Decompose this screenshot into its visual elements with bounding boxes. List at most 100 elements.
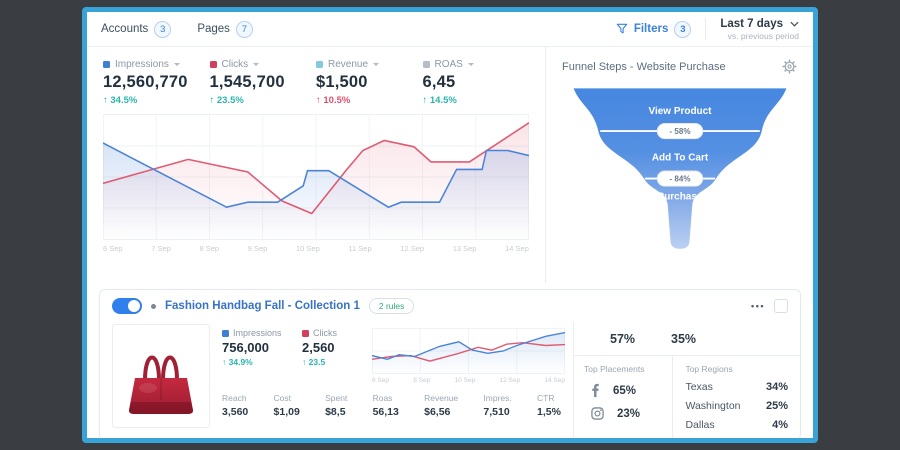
more-menu-icon[interactable]: •••: [751, 301, 765, 311]
trend-up-icon: ↑: [209, 95, 217, 106]
red-handbag-image: [128, 355, 194, 414]
top-header: Accounts 3 Pages 7 Filters 3 Last 7 days: [87, 12, 813, 47]
split-row: 57% 35%: [574, 322, 800, 356]
funnel-conversion-1: - 58%: [669, 127, 690, 136]
product-image: [112, 324, 210, 428]
x-tick: 9 Sep: [247, 244, 268, 253]
metrics-row: Impressions 12,560,770 ↑ 34.5% Clicks 1,…: [103, 59, 529, 106]
stat-impressions: Impres. 7,510: [483, 393, 511, 418]
stat-label: Impres.: [483, 393, 512, 403]
region-value: 4%: [772, 419, 788, 431]
filter-funnel-icon: [616, 23, 628, 34]
x-tick: 10 Sep: [296, 244, 320, 253]
caret-down-icon: [173, 63, 180, 66]
metric-value: 1,545,700: [209, 73, 285, 91]
stat-value: 3,560: [222, 406, 249, 418]
tab-accounts[interactable]: Accounts 3: [101, 20, 172, 38]
x-tick: 11 Sep: [348, 244, 372, 253]
metric-selector[interactable]: Impressions: [103, 59, 210, 70]
date-range-value: Last 7 days: [720, 17, 783, 30]
trend-up-icon: ↑: [222, 357, 229, 367]
series-marker-icon: [209, 61, 217, 68]
metric-delta: 23.5: [308, 357, 326, 367]
trend-up-icon: ↑: [422, 95, 430, 106]
date-range-selector[interactable]: Last 7 days vs. previous period: [720, 18, 799, 41]
campaign-mini-chart: [372, 328, 565, 374]
metric-selector[interactable]: Clicks: [209, 59, 317, 70]
metric-roas: ROAS 6,45 ↑ 14.5%: [422, 59, 530, 106]
x-tick: 6 Sep: [103, 244, 123, 253]
metric-value: 6,45: [422, 73, 456, 91]
campaign-title[interactable]: Fashion Handbag Fall - Collection 1: [165, 300, 360, 312]
x-tick: 10 Sep: [454, 377, 476, 384]
region-name: Washington: [685, 400, 741, 412]
stat-spent: Spent $8,5: [325, 393, 347, 418]
impressions-area: [103, 143, 529, 240]
stat-value: 1,5%: [537, 406, 561, 418]
header-divider: [705, 18, 707, 40]
region-name: Dallas: [685, 419, 715, 431]
stat-ctr: CTR 1,5%: [537, 393, 561, 418]
campaign-stats-row: Reach 3,560 Cost $1,09 Spent $8,5: [222, 393, 565, 418]
x-tick: 6 Sep: [372, 377, 389, 384]
region-value: 25%: [765, 400, 788, 412]
campaign-metric-impressions: Impressions 756,000 ↑ 34.9%: [222, 328, 302, 367]
top-placements: Top Placements 65%: [574, 356, 674, 438]
rules-badge: 2 rules: [368, 298, 415, 314]
metric-clicks: Clicks 1,545,700 ↑ 23.5%: [209, 59, 317, 106]
metric-delta: 14.5%: [429, 95, 457, 106]
stat-cost: Cost $1,09: [274, 393, 300, 418]
campaign-toggle[interactable]: [112, 298, 142, 314]
metric-label: Impressions: [115, 59, 169, 70]
regions-title: Top Regions: [685, 364, 733, 374]
settings-gear-icon[interactable]: [782, 59, 797, 74]
region-row: Texas 34%: [685, 381, 788, 393]
campaign-checkbox[interactable]: [774, 299, 788, 313]
metric-delta: 23.5%: [216, 95, 244, 106]
metric-delta: 34.5%: [110, 95, 138, 106]
clicks-line: [103, 122, 529, 215]
filters-count-badge: 3: [674, 20, 692, 38]
metric-delta: 34.9%: [228, 357, 253, 367]
tab-pages[interactable]: Pages 7: [197, 20, 253, 38]
series-marker-icon: [422, 61, 430, 68]
dashboard-window: Accounts 3 Pages 7 Filters 3 Last 7 days: [82, 7, 818, 443]
metric-selector[interactable]: Revenue: [316, 59, 423, 70]
x-tick: 8 Sep: [413, 377, 431, 384]
funnel-step-view-product: View Product: [648, 106, 712, 117]
placements-title: Top Placements: [584, 364, 645, 374]
stat-label: Reach: [222, 393, 247, 403]
metric-revenue: Revenue $1,500 ↑ 10.5%: [316, 59, 423, 106]
placement-value: 65%: [613, 384, 637, 397]
series-marker-icon: [222, 329, 229, 337]
trend-up-icon: ↑: [316, 95, 324, 106]
caret-down-icon: [373, 63, 380, 66]
funnel-conversion-2: - 84%: [669, 174, 690, 183]
metric-selector[interactable]: ROAS: [422, 59, 530, 70]
stat-reach: Reach 3,560: [222, 393, 248, 418]
funnel-chart: View Product - 58% Add To Cart - 84% Pur…: [573, 88, 786, 249]
region-value: 34%: [765, 381, 788, 393]
metric-delta: 10.5%: [323, 95, 351, 106]
filters-button[interactable]: Filters 3: [616, 20, 692, 38]
mini-chart-x-axis: 6 Sep 8 Sep 10 Sep 12 Sep 14 Sep: [372, 377, 565, 384]
trend-up-icon: ↑: [302, 357, 309, 367]
x-tick: 13 Sep: [452, 244, 477, 253]
stat-value: $6,56: [424, 406, 451, 418]
facebook-icon: [592, 383, 599, 398]
trend-up-icon: ↑: [103, 95, 111, 106]
campaign-card-header: Fashion Handbag Fall - Collection 1 2 ru…: [100, 290, 800, 322]
impressions-area: [372, 332, 565, 374]
caret-down-icon: [253, 63, 260, 66]
performance-panel: Impressions 12,560,770 ↑ 34.5% Clicks 1,…: [87, 47, 546, 283]
metric-value: 12,560,770: [103, 73, 188, 91]
placement-facebook: 65%: [584, 383, 662, 398]
stat-revenue: Revenue $6,56: [424, 393, 458, 418]
stat-value: $8,5: [325, 406, 346, 418]
placement-instagram: 23%: [584, 407, 662, 420]
metric-impressions: Impressions 12,560,770 ↑ 34.5%: [103, 59, 210, 106]
funnel-panel: Funnel Steps - Website Purchase: [546, 47, 813, 283]
x-tick: 14 Sep: [505, 244, 529, 253]
impressions-line: [372, 331, 565, 361]
stat-label: Roas: [372, 393, 393, 403]
